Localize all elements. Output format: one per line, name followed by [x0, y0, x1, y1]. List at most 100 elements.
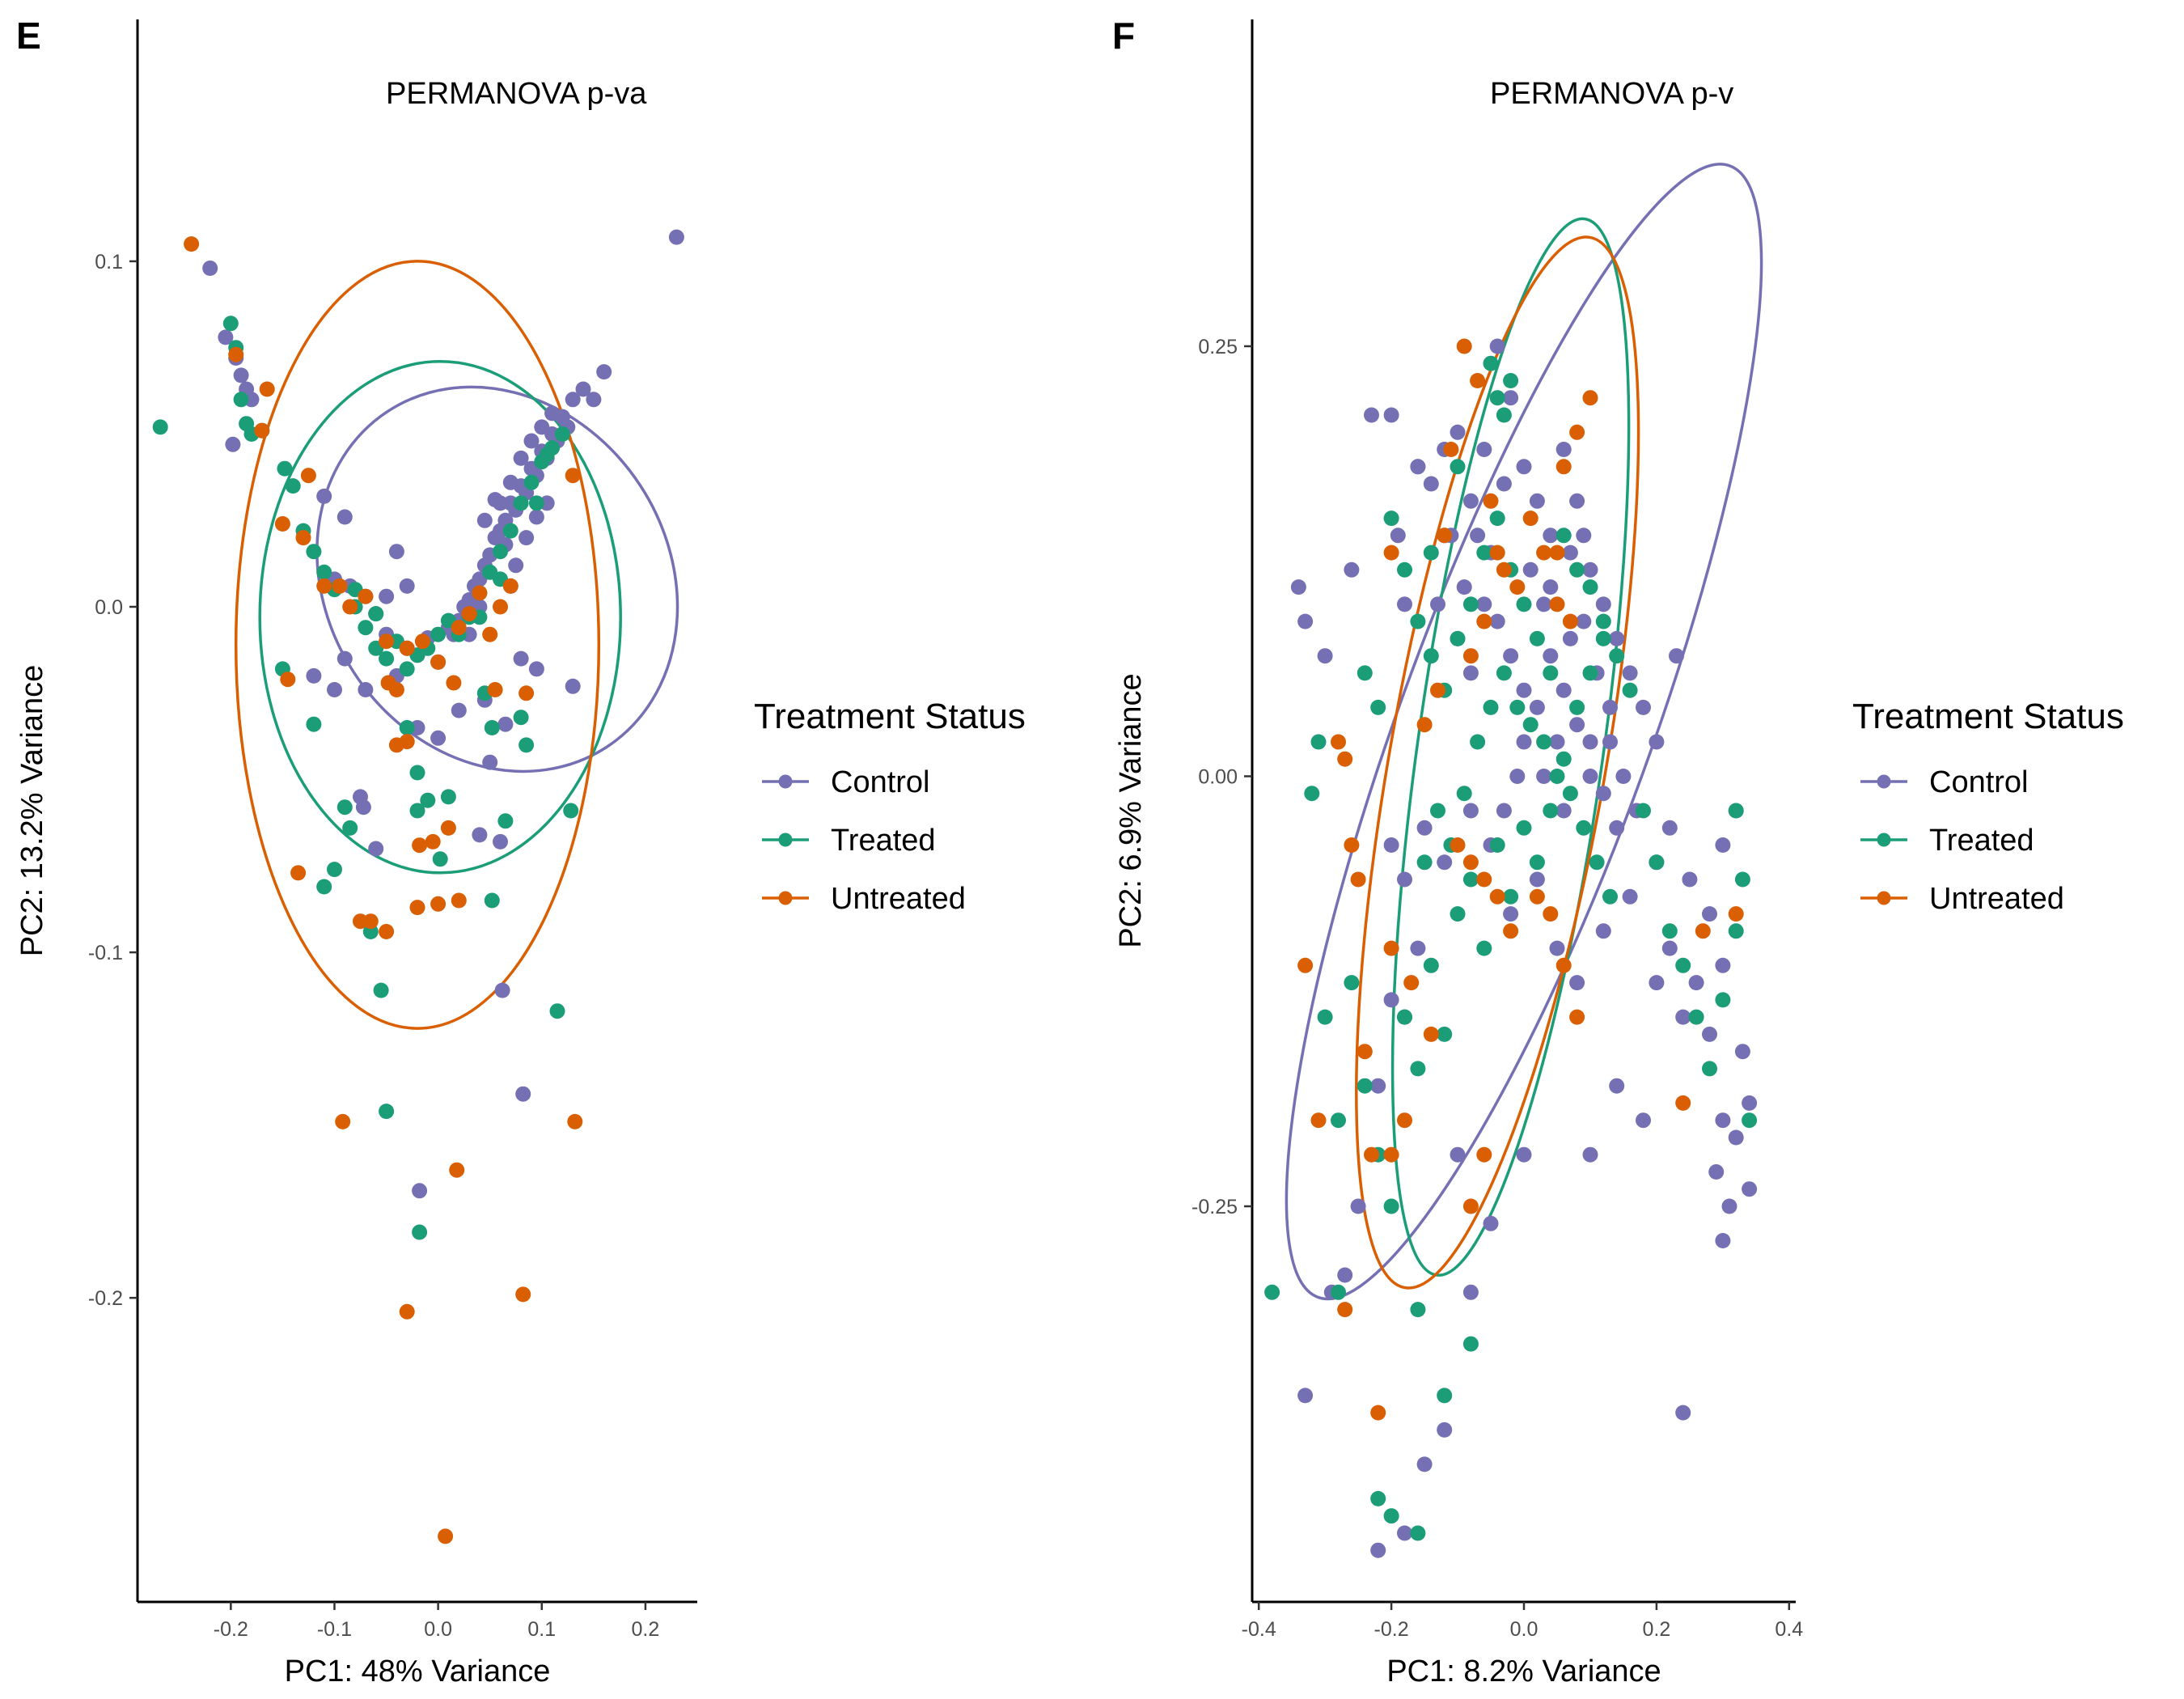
point-untreated-4 — [274, 516, 290, 532]
point-treated-65 — [1437, 1388, 1453, 1404]
point-untreated-39 — [353, 913, 368, 930]
point-control-12 — [1476, 442, 1492, 457]
legend-marker-treated — [1877, 833, 1891, 847]
point-control-15 — [1516, 459, 1532, 475]
point-untreated-26 — [1450, 837, 1466, 853]
point-control-104 — [1615, 769, 1632, 784]
point-untreated-19 — [1522, 511, 1539, 527]
point-control-72 — [513, 650, 529, 667]
point-untreated-18 — [1509, 579, 1526, 595]
point-treated-80 — [1416, 854, 1433, 871]
point-treated-21 — [430, 626, 447, 642]
point-untreated-23 — [1383, 544, 1399, 561]
point-control-59 — [1734, 1044, 1750, 1060]
point-treated-9 — [1397, 1009, 1412, 1025]
point-treated-57 — [412, 1224, 428, 1240]
point-control-41 — [1416, 820, 1433, 836]
point-control-52 — [1661, 820, 1678, 836]
point-treated-36 — [336, 799, 353, 816]
point-control-101 — [1576, 613, 1592, 629]
point-control-62 — [1742, 1095, 1758, 1111]
point-control-42 — [1437, 854, 1453, 871]
panel-e-x-tick-label: 0.2 — [632, 1618, 660, 1641]
panel-f-y-tick-label: -0.25 — [1191, 1196, 1238, 1218]
panel-f-x-tick-label: 0.0 — [1510, 1618, 1539, 1641]
point-treated-53 — [484, 892, 500, 909]
point-untreated-1 — [228, 346, 244, 362]
point-untreated-0 — [184, 236, 200, 252]
point-treated-71 — [1496, 665, 1512, 681]
point-control-70 — [1661, 940, 1678, 956]
panel-f-y-tick-label: 0.00 — [1198, 765, 1238, 788]
point-treated-45 — [513, 710, 529, 726]
point-treated-74 — [1536, 734, 1552, 750]
point-treated-54 — [563, 803, 579, 819]
point-untreated-0 — [1297, 957, 1314, 973]
point-treated-35 — [306, 716, 322, 732]
point-control-58 — [1715, 957, 1731, 973]
point-treated-42 — [1450, 459, 1466, 475]
point-control-92 — [1364, 407, 1379, 423]
point-treated-52 — [1649, 854, 1665, 871]
point-treated-39 — [1489, 390, 1505, 406]
point-control-13 — [1489, 338, 1505, 354]
point-control-111 — [1582, 734, 1598, 750]
point-treated-56 — [1702, 1061, 1717, 1077]
point-control-69 — [1582, 1146, 1598, 1163]
point-untreated-27 — [518, 685, 535, 701]
panel-f-legend-title: Treatment Status — [1852, 697, 2124, 736]
point-control-27 — [1462, 665, 1479, 681]
legend-marker-untreated — [778, 891, 793, 905]
point-control-38 — [1609, 820, 1625, 836]
panel-e-x-tick-label: -0.2 — [214, 1618, 248, 1641]
point-control-91 — [1669, 648, 1684, 664]
point-treated-0 — [152, 419, 168, 435]
point-treated-60 — [1742, 1112, 1758, 1129]
point-control-83 — [1483, 1215, 1499, 1231]
point-control-113 — [1543, 579, 1559, 595]
point-treated-72 — [1509, 699, 1526, 715]
point-treated-30 — [1450, 630, 1466, 646]
point-control-29 — [1489, 613, 1505, 629]
panel-e-y-tick-label: -0.2 — [88, 1287, 123, 1310]
point-control-14 — [1503, 390, 1519, 406]
point-control-20 — [1582, 561, 1598, 578]
point-control-55 — [1715, 837, 1731, 853]
point-control-36 — [1582, 769, 1598, 784]
point-control-63 — [336, 650, 353, 667]
point-control-24 — [1636, 699, 1651, 715]
ellipse-untreated — [234, 260, 601, 1030]
point-untreated-24 — [380, 675, 396, 691]
point-treated-10 — [1410, 1061, 1426, 1077]
legend-label-control: Control — [831, 765, 930, 799]
point-control-88 — [1370, 1542, 1386, 1558]
point-control-79 — [1337, 1267, 1353, 1283]
point-control-6 — [1397, 596, 1412, 612]
point-untreated-29 — [388, 737, 404, 753]
point-untreated-39 — [1476, 1146, 1492, 1163]
point-untreated-17 — [461, 606, 477, 622]
point-treated-85 — [1483, 699, 1499, 715]
point-control-73 — [1715, 1233, 1731, 1248]
panel-e-x-tick-label: 0.0 — [424, 1618, 452, 1641]
panel-f-x-tick-label: -0.2 — [1374, 1618, 1409, 1641]
point-treated-41 — [440, 789, 456, 805]
point-untreated-22 — [1562, 613, 1578, 629]
point-untreated-16 — [451, 620, 467, 636]
point-control-3 — [1317, 648, 1333, 664]
ellipse-treated — [258, 360, 622, 875]
point-untreated-8 — [332, 578, 348, 594]
point-treated-18 — [399, 661, 415, 677]
point-treated-8 — [1383, 1198, 1399, 1214]
point-control-45 — [1503, 906, 1519, 922]
point-untreated-40 — [335, 1113, 351, 1129]
point-treated-40 — [1496, 407, 1512, 423]
point-untreated-6 — [1357, 1044, 1373, 1060]
point-control-64 — [358, 682, 374, 697]
point-untreated-22 — [565, 468, 581, 484]
point-untreated-27 — [1462, 854, 1479, 871]
point-untreated-48 — [1549, 544, 1565, 561]
point-untreated-2 — [259, 381, 275, 397]
point-untreated-19 — [482, 626, 498, 642]
